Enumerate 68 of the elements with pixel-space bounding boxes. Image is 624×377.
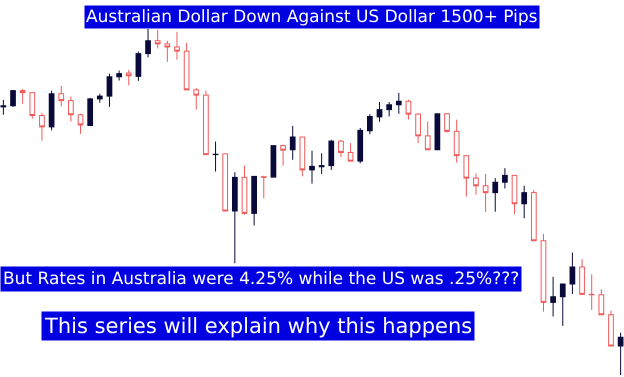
candlestick (68, 96, 74, 122)
candlestick (164, 40, 170, 62)
candlestick (579, 258, 585, 295)
candlestick (174, 31, 180, 60)
candlestick (550, 276, 556, 318)
candlestick (348, 142, 354, 162)
candlestick (29, 92, 36, 120)
candlestick (280, 144, 286, 166)
candlestick (357, 127, 364, 164)
candlestick (154, 29, 161, 49)
candlestick (338, 139, 344, 158)
candlestick (145, 29, 151, 58)
candlestick (58, 85, 64, 107)
candlestick (454, 119, 460, 164)
candlestick (406, 99, 412, 120)
candlestick (318, 152, 325, 174)
candlestick (512, 174, 518, 215)
candlestick (48, 90, 54, 131)
candlestick (502, 168, 508, 190)
candlestick (598, 288, 604, 316)
candlestick (570, 252, 576, 295)
candlestick (492, 178, 498, 212)
candlestick (20, 88, 26, 104)
candlestick (618, 332, 624, 375)
candlestick (203, 90, 209, 156)
candlestick (473, 172, 479, 196)
candlestick (588, 274, 595, 310)
candlestick (608, 310, 614, 346)
candlestick (376, 102, 382, 122)
candlestick (39, 112, 45, 142)
annotation: But Rates in Australia were 4.25% while the US was .25%??? (3, 269, 520, 289)
candlestick (299, 136, 306, 177)
candlestick (116, 70, 122, 82)
candlestick (328, 139, 334, 170)
candlestick (560, 284, 566, 326)
candlestick (396, 92, 402, 114)
candlestick (193, 88, 200, 110)
candlestick (10, 89, 16, 108)
candlestick (530, 189, 537, 242)
candlestick (540, 233, 546, 312)
candlestick (367, 114, 373, 135)
annotation: This series will explain why this happens (44, 314, 472, 338)
candlestick (96, 93, 103, 104)
candlestick (251, 176, 257, 226)
candlestick (106, 73, 112, 108)
candlestick (232, 172, 238, 264)
candlestick (212, 140, 218, 172)
candlestick (87, 97, 94, 126)
candlestick (463, 155, 470, 197)
candlestick (136, 50, 142, 82)
candlestick (482, 173, 488, 213)
candlestick (415, 112, 421, 144)
candlestick (386, 102, 392, 118)
candlestick (184, 42, 190, 90)
candlestick (521, 185, 528, 219)
candlestick (424, 120, 431, 150)
chart-title: Australian Dollar Down Against US Dollar 1500+ Pips (86, 7, 538, 27)
candlestick (290, 125, 296, 160)
candlestick (270, 145, 276, 178)
candlestick (222, 153, 228, 212)
candlestick (78, 113, 84, 134)
candlestick (0, 99, 6, 116)
candlestick (309, 150, 315, 184)
candlestick (242, 165, 248, 216)
candlestick (260, 175, 267, 199)
candlestick (126, 69, 132, 86)
candlestick (434, 113, 440, 150)
candlestick (444, 112, 450, 133)
